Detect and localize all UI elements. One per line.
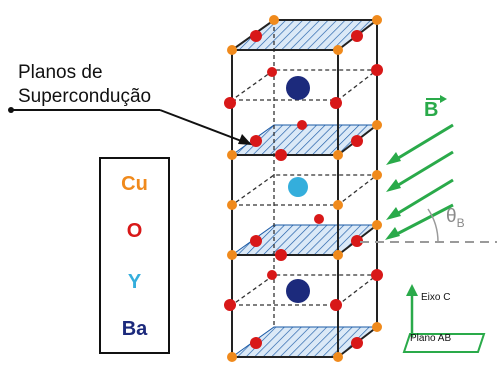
label-line-1: Planos de [18,62,103,83]
legend-o: O [126,220,143,242]
copper-atoms [227,15,382,362]
angle-subscript: B [456,215,465,230]
superconducting-planes-label: Planos de Supercondução [18,61,151,109]
y-atom [288,177,308,197]
angle-symbol: θ [446,206,457,227]
angle-reference [360,208,497,243]
superconducting-planes [230,19,379,358]
angle-label: θB [446,206,465,230]
oxygen-atoms [224,30,383,349]
atom-legend: Cu O Y Ba [99,157,170,354]
ba-atom [286,279,310,303]
magnetic-field-arrows [385,95,454,240]
c-axis-label: Eixo C [421,292,451,303]
legend-ba: Ba [121,318,148,340]
magnetic-field-label: B [424,99,439,121]
legend-cu: Cu [121,173,148,195]
planes-pointer [8,107,252,145]
ba-atom [286,76,310,100]
ab-plane-label: Plano AB [410,333,452,344]
axis-indicator-icon [402,284,486,353]
label-line-2: Supercondução [18,86,152,107]
legend-y: Y [127,271,142,293]
